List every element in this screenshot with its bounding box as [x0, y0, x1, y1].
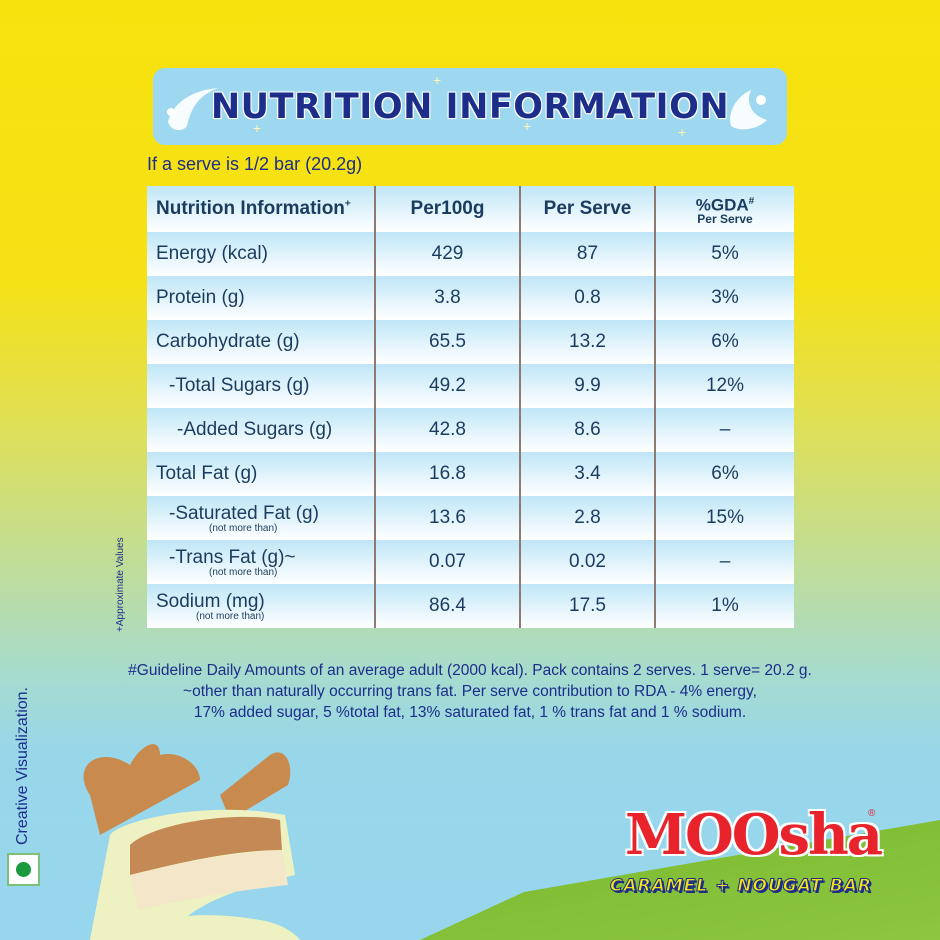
per-serve-value: 87 — [519, 232, 655, 276]
gda-value: – — [654, 540, 794, 584]
product-tagline: CARAMEL + NOUGAT BAR — [610, 876, 873, 897]
nutrient-name: Energy (kcal) — [147, 232, 375, 276]
footnote-line-3: 17% added sugar, 5 %total fat, 13% satur… — [193, 704, 747, 721]
column-header-per100g: Per100g — [374, 186, 520, 232]
milk-splash-icon — [730, 90, 767, 130]
page-title: NUTRITION INFORMATION — [210, 86, 730, 127]
per100g-value: 16.8 — [374, 452, 520, 496]
brand-logo: MOOsha ® CARAMEL + NOUGAT BAR — [610, 800, 890, 910]
per-serve-value: 3.4 — [519, 452, 655, 496]
gda-value: 3% — [654, 276, 794, 320]
table-header-row: Nutrition Information+ Per100g Per Serve… — [147, 186, 794, 232]
gda-value: 6% — [654, 452, 794, 496]
nutrient-name: -Added Sugars (g) — [147, 408, 375, 452]
chocolate-bar-illustration — [83, 744, 300, 940]
nutrition-table: Nutrition Information+ Per100g Per Serve… — [147, 186, 794, 628]
table-row: -Saturated Fat (g) (not more than) 13.6 … — [147, 496, 794, 540]
per-serve-value: 0.02 — [519, 540, 655, 584]
per-serve-value: 17.5 — [519, 584, 655, 628]
sparkle-icon: + — [678, 124, 687, 140]
nutrient-name-cell: -Trans Fat (g)~ (not more than) — [147, 540, 375, 584]
table-row: Protein (g) 3.8 0.8 3% — [147, 276, 794, 320]
per-serve-value: 8.6 — [519, 408, 655, 452]
nutrient-name: -Saturated Fat (g) — [169, 502, 319, 524]
approximate-values-note: +Approximate Values — [115, 537, 126, 632]
nutrient-name: -Trans Fat (g)~ — [169, 546, 296, 568]
per100g-value: 429 — [374, 232, 520, 276]
per100g-value: 3.8 — [374, 276, 520, 320]
per-serve-value: 13.2 — [519, 320, 655, 364]
nutrient-name: Protein (g) — [147, 276, 375, 320]
table-row: -Total Sugars (g) 49.2 9.9 12% — [147, 364, 794, 408]
per100g-value: 0.07 — [374, 540, 520, 584]
per100g-value: 42.8 — [374, 408, 520, 452]
gda-value: 5% — [654, 232, 794, 276]
per-serve-value: 2.8 — [519, 496, 655, 540]
nutrient-name: Total Fat (g) — [147, 452, 375, 496]
footnote: #Guideline Daily Amounts of an average a… — [60, 660, 880, 723]
nutrient-name: Carbohydrate (g) — [147, 320, 375, 364]
milk-splash-icon — [167, 88, 218, 131]
per-serve-value: 9.9 — [519, 364, 655, 408]
nutrient-note: (not more than) — [209, 566, 278, 578]
gda-value: 6% — [654, 320, 794, 364]
column-header-gda: %GDA# Per Serve — [654, 186, 794, 232]
table-row: Carbohydrate (g) 65.5 13.2 6% — [147, 320, 794, 364]
footnote-line-1: #Guideline Daily Amounts of an average a… — [128, 662, 812, 679]
nutrient-name: -Total Sugars (g) — [147, 364, 375, 408]
brand-name: MOOsha — [625, 802, 883, 868]
column-header-per-serve: Per Serve — [519, 186, 655, 232]
table-row: Sodium (mg) (not more than) 86.4 17.5 1% — [147, 584, 794, 628]
per-serve-value: 0.8 — [519, 276, 655, 320]
registered-mark: ® — [868, 808, 876, 819]
veg-symbol-icon — [7, 853, 40, 886]
sparkle-icon: + — [523, 118, 532, 134]
nutrient-name: Sodium (mg) — [156, 590, 265, 612]
nutrient-name-cell: -Saturated Fat (g) (not more than) — [147, 496, 375, 540]
gda-value: 15% — [654, 496, 794, 540]
title-banner: + + + + NUTRITION INFORMATION — [153, 68, 787, 145]
per100g-value: 86.4 — [374, 584, 520, 628]
footnote-line-2: ~other than naturally occurring trans fa… — [183, 683, 757, 700]
table-row: -Added Sugars (g) 42.8 8.6 – — [147, 408, 794, 452]
gda-value: 12% — [654, 364, 794, 408]
table-row: Total Fat (g) 16.8 3.4 6% — [147, 452, 794, 496]
gda-value: 1% — [654, 584, 794, 628]
serving-size-text: If a serve is 1/2 bar (20.2g) — [147, 154, 363, 174]
per100g-value: 65.5 — [374, 320, 520, 364]
per100g-value: 13.6 — [374, 496, 520, 540]
table-row: -Trans Fat (g)~ (not more than) 0.07 0.0… — [147, 540, 794, 584]
veg-dot — [16, 862, 31, 877]
gda-value: – — [654, 408, 794, 452]
nutrient-note: (not more than) — [209, 522, 278, 534]
per100g-value: 49.2 — [374, 364, 520, 408]
table-row: Energy (kcal) 429 87 5% — [147, 232, 794, 276]
sparkle-icon: + — [253, 120, 262, 136]
sparkle-icon: + — [433, 72, 442, 88]
nutrient-note: (not more than) — [196, 610, 265, 622]
nutrient-name-cell: Sodium (mg) (not more than) — [147, 584, 375, 628]
column-header-nutrient: Nutrition Information+ — [147, 186, 375, 232]
